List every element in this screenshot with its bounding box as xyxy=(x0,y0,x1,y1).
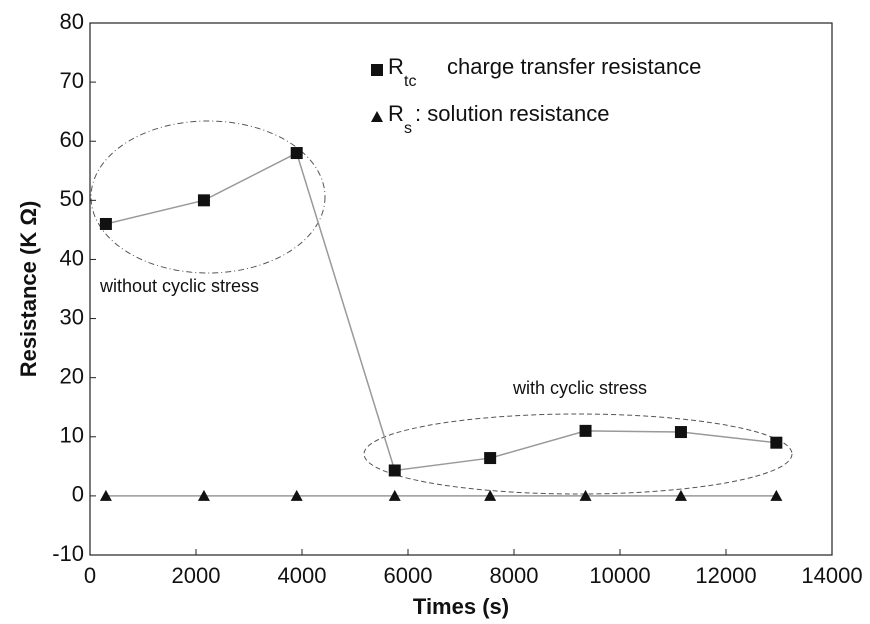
marker xyxy=(770,436,783,449)
x-tick-label: 12000 xyxy=(695,563,756,588)
x-tick-label: 0 xyxy=(84,563,96,588)
annotation: without cyclic stress xyxy=(99,276,259,296)
x-tick-label: 6000 xyxy=(384,563,433,588)
legend-marker xyxy=(371,64,383,76)
x-tick-label: 2000 xyxy=(172,563,221,588)
marker xyxy=(674,426,687,439)
annotation: with cyclic stress xyxy=(512,378,647,398)
y-axis-label: Resistance (K Ω) xyxy=(16,201,41,378)
ellipse xyxy=(363,413,793,495)
y-tick-label: 10 xyxy=(60,423,84,448)
marker xyxy=(674,489,687,501)
y-tick-label: 40 xyxy=(60,245,84,270)
x-tick-label: 10000 xyxy=(589,563,650,588)
marker xyxy=(99,489,112,501)
x-axis-label: Times (s) xyxy=(413,594,509,619)
marker xyxy=(770,489,783,501)
marker xyxy=(290,489,303,501)
y-tick-label: 70 xyxy=(60,68,84,93)
y-tick-label: 0 xyxy=(72,482,84,507)
marker xyxy=(388,489,401,501)
marker xyxy=(484,452,497,465)
marker xyxy=(579,424,592,437)
x-tick-label: 8000 xyxy=(490,563,539,588)
y-tick-label: 20 xyxy=(60,363,84,388)
legend-description: : solution resistance xyxy=(415,101,609,126)
x-tick-label: 4000 xyxy=(278,563,327,588)
legend-subscript: s xyxy=(404,120,412,137)
marker xyxy=(579,489,592,501)
ellipse xyxy=(90,120,326,274)
legend-description: charge transfer resistance xyxy=(447,54,701,79)
y-tick-label: 30 xyxy=(60,304,84,329)
series-line xyxy=(105,151,777,472)
marker xyxy=(290,147,303,160)
legend-subscript: tc xyxy=(404,73,416,90)
marker xyxy=(388,464,401,477)
y-tick-label: 50 xyxy=(60,186,84,211)
marker xyxy=(197,194,210,207)
marker xyxy=(197,489,210,501)
y-tick-label: 80 xyxy=(60,9,84,34)
marker xyxy=(99,217,112,230)
y-tick-label: 60 xyxy=(60,127,84,152)
legend-marker xyxy=(371,111,383,122)
plot-frame xyxy=(89,22,833,556)
y-tick-label: -10 xyxy=(52,541,84,566)
legend-name: R xyxy=(388,54,404,79)
x-tick-label: 14000 xyxy=(801,563,862,588)
marker xyxy=(484,489,497,501)
legend-name: R xyxy=(388,101,404,126)
